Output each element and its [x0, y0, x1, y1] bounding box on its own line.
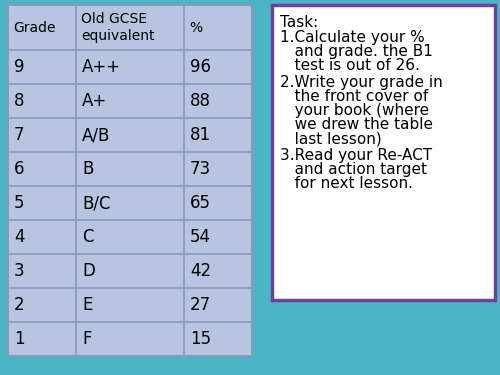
Text: %: %: [189, 21, 202, 34]
Text: A/B: A/B: [82, 126, 110, 144]
Bar: [272, 5, 495, 300]
Text: C: C: [82, 228, 94, 246]
Text: 4: 4: [14, 228, 24, 246]
Text: 3.Read your Re-ACT: 3.Read your Re-ACT: [280, 148, 432, 163]
Text: 88: 88: [190, 92, 211, 110]
Bar: [8, 5, 252, 356]
Text: 73: 73: [190, 160, 211, 178]
Text: 65: 65: [190, 194, 211, 212]
Text: the front cover of: the front cover of: [280, 89, 428, 104]
Text: last lesson): last lesson): [280, 131, 382, 146]
Text: D: D: [82, 262, 95, 280]
Text: 96: 96: [190, 58, 211, 76]
Text: and grade. the B1: and grade. the B1: [280, 44, 433, 59]
Text: 6: 6: [14, 160, 24, 178]
Text: Grade: Grade: [13, 21, 56, 34]
Text: 9: 9: [14, 58, 24, 76]
Text: E: E: [82, 296, 92, 314]
Text: we drew the table: we drew the table: [280, 117, 433, 132]
Text: Old GCSE
equivalent: Old GCSE equivalent: [81, 12, 154, 43]
Text: 1: 1: [14, 330, 24, 348]
Text: B/C: B/C: [82, 194, 110, 212]
Text: and action target: and action target: [280, 162, 427, 177]
Text: 1.Calculate your %: 1.Calculate your %: [280, 30, 425, 45]
Text: test is out of 26.: test is out of 26.: [280, 58, 420, 73]
Text: 15: 15: [190, 330, 211, 348]
Text: your book (where: your book (where: [280, 103, 429, 118]
Text: F: F: [82, 330, 92, 348]
Text: A++: A++: [82, 58, 121, 76]
Text: 2.Write your grade in: 2.Write your grade in: [280, 75, 443, 90]
Text: 42: 42: [190, 262, 211, 280]
Text: 5: 5: [14, 194, 24, 212]
Text: 7: 7: [14, 126, 24, 144]
Text: A+: A+: [82, 92, 107, 110]
Text: 3: 3: [14, 262, 24, 280]
Text: 8: 8: [14, 92, 24, 110]
Text: 2: 2: [14, 296, 24, 314]
Text: for next lesson.: for next lesson.: [280, 176, 413, 191]
Text: B: B: [82, 160, 94, 178]
Text: 81: 81: [190, 126, 211, 144]
Text: 54: 54: [190, 228, 211, 246]
Text: Task:: Task:: [280, 15, 318, 30]
Text: 27: 27: [190, 296, 211, 314]
